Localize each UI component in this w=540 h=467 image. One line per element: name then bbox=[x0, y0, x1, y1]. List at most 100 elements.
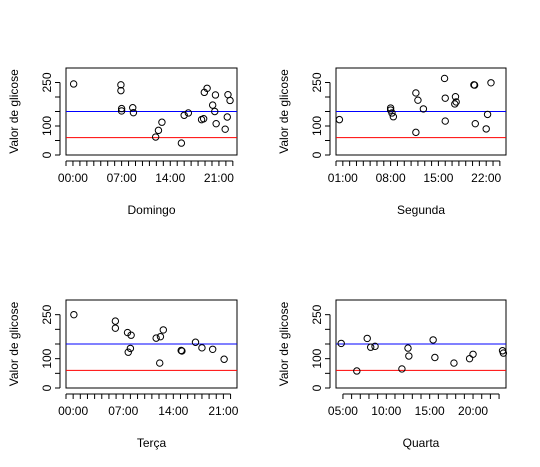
chart-1-point-5 bbox=[117, 107, 126, 115]
chart-2-point-9 bbox=[419, 105, 428, 113]
chart-1-point-3 bbox=[117, 86, 125, 95]
chart-3-x-tick-label-2: 07:00 bbox=[108, 404, 138, 418]
chart-1-x-tick-label-4: 21:00 bbox=[204, 171, 234, 185]
chart-3-y-tick-label-3: 250 bbox=[40, 304, 54, 324]
chart-3-point-3 bbox=[111, 324, 120, 332]
chart-3-point-1 bbox=[70, 310, 78, 319]
chart-1-y-axis-label: Valor de glicose bbox=[7, 69, 21, 154]
chart-4-point-9 bbox=[429, 336, 437, 344]
chart-3-x-tick-label-3: 14:00 bbox=[158, 404, 188, 418]
chart-4-x-tick-label-2: 10:00 bbox=[371, 404, 401, 418]
chart-1-point-23 bbox=[223, 113, 231, 121]
chart-4-point-10 bbox=[431, 353, 439, 362]
chart-2-point-13 bbox=[451, 100, 459, 108]
chart-3-point-6 bbox=[126, 344, 135, 353]
chart-3-point-17 bbox=[220, 355, 228, 363]
chart-2-point-2 bbox=[386, 104, 395, 112]
chart-1-x-tick-label-3: 14:00 bbox=[155, 171, 185, 185]
chart-1-y-tick-label-3: 250 bbox=[40, 72, 54, 92]
chart-4-point-1 bbox=[337, 339, 345, 348]
chart-1-x-tick-label-2: 07:00 bbox=[107, 171, 137, 185]
chart-4-point-7 bbox=[404, 344, 412, 352]
chart-4-point-6 bbox=[398, 365, 406, 373]
chart-3-y-tick-label-1: 0 bbox=[40, 384, 54, 391]
chart-2-point-11 bbox=[441, 117, 449, 125]
chart-3-point-9 bbox=[156, 359, 164, 367]
chart-4-y-axis-label: Valor de glicose bbox=[277, 301, 291, 386]
chart-2-y-axis-label: Valor de glicose bbox=[277, 69, 291, 154]
chart-4-point-13 bbox=[469, 350, 477, 358]
chart-3-point-10 bbox=[156, 332, 165, 341]
chart-1-y-tick-label-1: 0 bbox=[40, 151, 54, 158]
chart-2-x-tick-label-1: 01:00 bbox=[328, 171, 358, 185]
chart-4-point-12 bbox=[465, 354, 474, 363]
chart-3-point-5 bbox=[124, 348, 132, 356]
chart-1-point-12 bbox=[180, 111, 188, 119]
chart-1-point-13 bbox=[184, 109, 193, 117]
chart-1-x-tick-label-1: 00:00 bbox=[58, 171, 88, 185]
chart-2-point-7 bbox=[412, 89, 420, 97]
chart-4-y-tick-label-3: 250 bbox=[310, 304, 324, 324]
chart-4-point-2 bbox=[353, 367, 361, 375]
chart-2-point-5 bbox=[389, 113, 398, 121]
chart-2-point-12 bbox=[441, 94, 449, 102]
chart-2-y-tick-label-1: 0 bbox=[310, 151, 324, 158]
chart-3-point-13 bbox=[178, 347, 186, 355]
chart-2-point-15 bbox=[452, 98, 460, 106]
chart-1-point-6 bbox=[129, 104, 137, 112]
chart-3-point-15 bbox=[198, 344, 206, 352]
chart-4-x-tick-label-4: 20:00 bbox=[458, 404, 488, 418]
chart-3-y-axis-label: Valor de glicose bbox=[7, 301, 21, 386]
chart-1-x-axis-label: Domingo bbox=[127, 203, 175, 217]
chart-1-point-7 bbox=[129, 108, 138, 117]
chart-3-y-tick-label-2: 100 bbox=[40, 348, 54, 368]
chart-3-panel: 00:00 07:00 14:00 21:00 0 100 250 Terça Valor de… bbox=[7, 299, 239, 450]
chart-3-point-12 bbox=[177, 346, 185, 355]
chart-3-x-tick-label-1: 00:00 bbox=[58, 404, 88, 418]
chart-1-point-15 bbox=[199, 115, 208, 123]
chart-1-y-tick-label-2: 100 bbox=[40, 116, 54, 136]
chart-4-y-tick-label-1: 0 bbox=[310, 384, 324, 391]
chart-4-point-8 bbox=[405, 352, 413, 360]
chart-1-point-21 bbox=[212, 119, 220, 128]
chart-1-point-4 bbox=[117, 104, 126, 113]
chart-1-panel: 00:00 07:00 14:00 21:00 0 100 250 Domingo Valor … bbox=[7, 67, 238, 217]
chart-1-point-20 bbox=[211, 91, 220, 99]
chart-2-point-18 bbox=[471, 119, 479, 128]
chart-2-point-6 bbox=[412, 128, 420, 137]
chart-2-point-21 bbox=[487, 79, 495, 87]
chart-2-point-10 bbox=[440, 74, 449, 83]
chart-2-point-4 bbox=[388, 109, 396, 117]
chart-1-point-1 bbox=[69, 80, 78, 88]
chart-4-point-3 bbox=[363, 334, 371, 343]
chart-1-point-18 bbox=[208, 101, 217, 109]
chart-3-point-14 bbox=[191, 338, 200, 346]
chart-3-x-tick-label-4: 21:00 bbox=[208, 404, 238, 418]
chart-2-point-20 bbox=[483, 110, 492, 119]
chart-4-x-tick-label-1: 05:00 bbox=[328, 404, 358, 418]
chart-4-x-axis-label: Quarta bbox=[403, 436, 440, 450]
chart-4-x-tick-label-3: 15:00 bbox=[415, 404, 445, 418]
chart-2-point-19 bbox=[482, 125, 490, 133]
chart-1-point-22 bbox=[221, 125, 229, 133]
chart-2-point-1 bbox=[335, 115, 344, 124]
chart-2-panel: 01:00 08:00 15:00 22:00 0 100 250 Segunda Valor … bbox=[277, 67, 507, 217]
chart-1-point-11 bbox=[177, 139, 186, 147]
chart-2-x-tick-label-4: 22:00 bbox=[471, 171, 501, 185]
chart-3-point-8 bbox=[152, 334, 160, 342]
chart-3-point-7 bbox=[127, 331, 135, 339]
chart-1-point-2 bbox=[117, 81, 125, 89]
chart-1-point-19 bbox=[211, 107, 219, 116]
chart-1-point-9 bbox=[154, 126, 163, 135]
chart-1-point-17 bbox=[203, 84, 211, 93]
chart-4-point-5 bbox=[371, 342, 379, 351]
chart-2-y-tick-label-3: 250 bbox=[310, 72, 324, 92]
chart-3-point-2 bbox=[111, 317, 120, 325]
chart-2-x-tick-label-2: 08:00 bbox=[376, 171, 406, 185]
chart-2-x-tick-label-3: 15:00 bbox=[423, 171, 453, 185]
chart-2-y-tick-label-2: 100 bbox=[310, 116, 324, 136]
chart-1-point-25 bbox=[226, 96, 234, 105]
chart-1-point-8 bbox=[151, 133, 160, 141]
chart-2-x-axis-label: Segunda bbox=[397, 203, 445, 217]
